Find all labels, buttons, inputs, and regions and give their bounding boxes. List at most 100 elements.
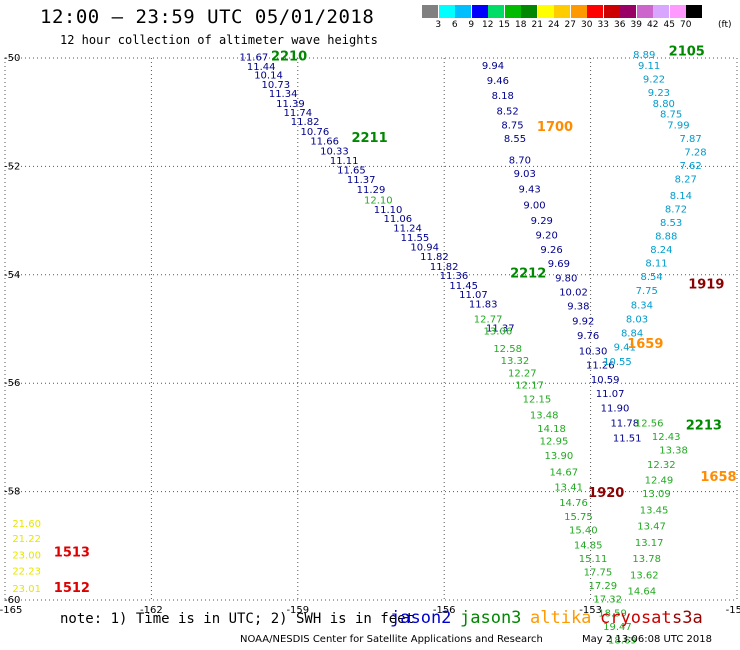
data-point-label: 11.29 [357,185,386,196]
data-point-label: 11.06 [384,214,413,225]
x-tick-label: -150 [726,605,740,616]
legend-item-cryosat: cryosat [600,608,672,628]
data-point-label: 11.37 [347,175,376,186]
data-point-label: 13.09 [642,489,671,500]
color-scale-label: 12 [482,20,494,30]
data-point-label: 13.47 [637,522,666,533]
data-point-label: 18.43 [613,649,642,650]
data-point-label: 13.17 [635,538,664,549]
data-point-label: 10.02 [559,287,588,298]
color-scale-label: 3 [435,20,442,30]
data-point-label: 10.55 [603,357,632,368]
data-point-label: 17.29 [588,581,617,592]
data-point-label: 23.00 [12,550,41,561]
track-time-label: 1700 [537,120,573,135]
data-point-label: 8.52 [497,106,519,117]
data-point-label: 11.10 [374,205,403,216]
track-time-label: 2105 [669,44,705,59]
data-point-label: 13.78 [632,554,661,565]
data-point-label: 13.45 [640,505,669,516]
color-scale-swatch [620,5,636,18]
data-point-label: 11.74 [283,108,312,119]
track-time-label: 1919 [688,277,724,292]
data-point-label: 11.65 [337,165,366,176]
data-point-label: 11.82 [420,252,449,263]
data-point-label: 9.43 [518,184,540,195]
data-point-label: 8.03 [626,314,648,325]
data-point-label: 12.56 [635,419,664,430]
track-time-label: 1659 [627,337,663,352]
data-point-label: 12.17 [515,381,544,392]
data-point-label: 11.24 [393,223,422,234]
x-tick-label: -153 [579,605,602,616]
color-scale-swatch [521,5,537,18]
footer-note: note: 1) Time is in UTC; 2) SWH is in fe… [60,611,415,627]
data-point-label: 13.90 [545,451,574,462]
data-point-label: 23.01 [12,584,41,595]
data-point-label: 13.32 [501,356,530,367]
data-point-label: 14.76 [559,498,588,509]
color-scale-swatch [636,5,653,18]
data-point-label: 8.75 [660,110,682,121]
legend-item-jason2: jason2 [390,608,452,628]
data-point-label: 13.62 [630,570,659,581]
data-point-label: 7.75 [636,286,658,297]
data-point-label: 17.32 [593,595,622,606]
data-point-label: 8.54 [640,272,662,283]
data-point-label: 10.30 [579,346,608,357]
color-scale-label: 15 [498,20,510,30]
data-point-label: 9.20 [536,230,558,241]
data-point-label: 8.75 [501,120,523,131]
data-point-label: 9.22 [643,74,665,85]
data-point-label: 7.62 [680,161,702,172]
data-point-label: 11.26 [586,361,615,372]
data-point-label: 11.07 [596,389,625,400]
data-point-label: 11.34 [269,89,298,100]
data-point-label: 12.43 [652,432,681,443]
data-point-label: 15.75 [564,512,593,523]
data-point-label: 14.85 [574,541,603,552]
data-point-label: 22.23 [12,567,41,578]
color-scale-label: 70 [680,20,692,30]
data-point-label: 11.44 [247,62,276,73]
data-point-label: 9.80 [555,273,577,284]
data-point-label: 8.70 [509,156,531,167]
color-scale-swatch [669,5,686,18]
data-point-label: 8.14 [670,191,692,202]
data-point-label: 9.92 [572,317,594,328]
data-point-label: 8.53 [660,218,682,229]
data-point-label: 14.67 [549,467,578,478]
data-point-label: 13.06 [484,326,513,337]
y-tick-label: -50 [4,53,20,64]
data-point-label: 7.87 [680,134,702,145]
data-point-label: 13.38 [659,446,688,457]
data-point-label: 12.49 [645,475,674,486]
data-point-label: 8.72 [665,204,687,215]
data-point-label: 8.27 [675,175,697,186]
color-scale-label: 39 [630,20,642,30]
data-point-label: 9.69 [548,259,570,270]
data-point-label: 9.76 [577,331,599,342]
color-scale-swatch [438,5,455,18]
color-scale-swatch [488,5,504,18]
data-point-label: 15.11 [579,554,608,565]
data-point-label: 7.99 [667,120,689,131]
data-point-label: 7.28 [684,148,706,159]
data-point-label: 11.82 [430,262,459,273]
color-scale-label: 9 [468,20,475,30]
chart-subtitle: 12 hour collection of altimeter wave hei… [60,33,378,47]
x-tick-label: -159 [286,605,309,616]
data-point-label: 13.41 [554,483,583,494]
color-scale-swatch [587,5,603,18]
color-scale-swatch [504,5,521,18]
data-point-label: 12.32 [647,460,676,471]
data-point-label: 19.47 [603,622,632,633]
data-point-label: 10.59 [591,375,620,386]
legend-item-altika: altika [530,608,592,628]
data-point-label: 10.94 [410,242,439,253]
data-point-label: 8.24 [650,245,672,256]
y-tick-label: -58 [4,487,20,498]
color-scale-label: 18 [515,20,527,30]
track-time-label: 1513 [54,546,90,561]
